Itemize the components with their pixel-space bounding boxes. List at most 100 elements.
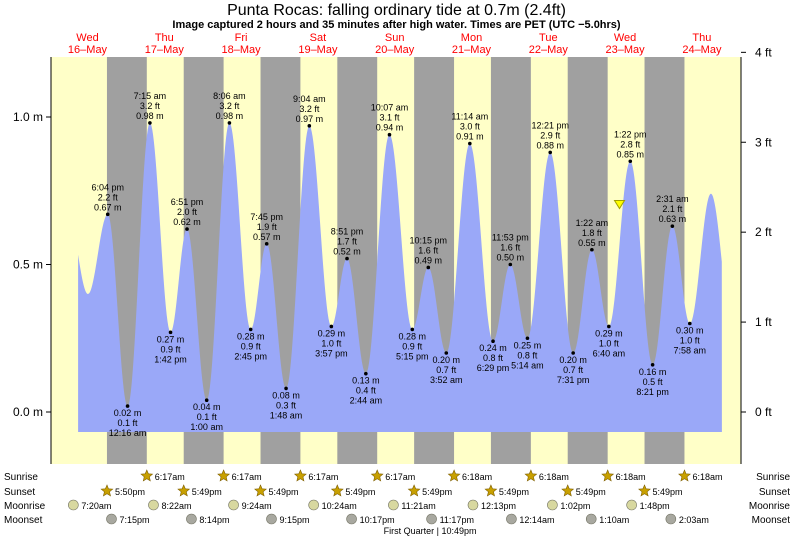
tide-time-label: 3:52 am — [430, 375, 463, 385]
moonset-time-label: 7:15pm — [120, 515, 150, 525]
tide-ft-label: 0.9 ft — [241, 341, 262, 351]
moonset-time-label: 2:03am — [679, 515, 709, 525]
tide-point — [670, 224, 675, 228]
moonrise-time-label: 9:24am — [242, 501, 272, 511]
tide-time-label: 10:15 pm — [410, 235, 448, 245]
day-name-label: Mon — [461, 32, 482, 44]
moonrise-icon — [68, 499, 79, 511]
left-tick-label: 0.5 m — [13, 258, 43, 272]
sunrise-time-label: 6:18am — [616, 472, 646, 482]
tide-ft-label: 0.5 ft — [643, 377, 664, 387]
moonrise-row-label-right: Moonrise — [749, 501, 791, 512]
right-tick-label: 3 ft — [755, 135, 772, 149]
moonset-icon — [585, 513, 597, 525]
sunset-icon — [561, 484, 575, 497]
tide-ft-label: 1.6 ft — [500, 243, 521, 253]
sunrise-time-label: 6:17am — [308, 472, 338, 482]
current-level-marker — [613, 200, 626, 210]
chart-subtitle: Image captured 2 hours and 35 minutes af… — [172, 19, 621, 31]
tide-time-label: 1:22 pm — [614, 129, 647, 139]
day-date-label: 18–May — [222, 44, 262, 56]
tide-ft-label: 3.2 ft — [219, 101, 240, 111]
tide-time-label: 2:44 am — [350, 396, 383, 406]
sunrise-time-label: 6:18am — [692, 472, 722, 482]
left-tick-label: 1.0 m — [13, 110, 43, 124]
tide-point — [185, 227, 189, 231]
sunrise-time-label: 6:17am — [385, 472, 415, 482]
day-date-label: 17–May — [145, 44, 185, 56]
day-name-label: Thu — [692, 32, 711, 44]
tide-ft-label: 1.0 ft — [321, 338, 342, 348]
sunset-time-label: 5:49pm — [576, 487, 606, 497]
tide-point — [628, 159, 633, 164]
tide-m-label: 0.25 m — [514, 340, 542, 350]
sunset-icon — [638, 484, 651, 497]
sunrise-time-label: 6:17am — [232, 472, 262, 482]
tide-time-label: 7:15 am — [134, 91, 167, 101]
moonrise-row-label-left: Moonrise — [4, 501, 46, 512]
tide-point — [105, 212, 110, 217]
tide-time-label: 5:14 am — [511, 360, 544, 370]
right-tick-label: 0 ft — [755, 405, 772, 419]
moonset-icon — [186, 513, 197, 525]
tide-ft-label: 0.9 ft — [402, 341, 423, 351]
sunset-row-label-left: Sunset — [4, 487, 35, 498]
tide-ft-label: 1.8 ft — [582, 228, 603, 238]
sunrise-time-label: 6:18am — [462, 472, 492, 482]
tide-m-label: 0.52 m — [333, 247, 361, 257]
sunrise-icon — [524, 469, 538, 482]
tide-m-label: 0.85 m — [617, 149, 645, 159]
tide-time-label: 1:00 am — [190, 422, 223, 432]
tide-time-label: 10:07 am — [371, 103, 409, 113]
tide-ft-label: 3.1 ft — [379, 113, 400, 123]
sunset-icon — [484, 484, 498, 497]
moonset-time-label: 8:14pm — [199, 515, 229, 525]
tide-point — [491, 339, 495, 344]
moonrise-icon — [148, 499, 159, 511]
tide-time-label: 2:45 pm — [234, 351, 267, 361]
tide-m-label: 0.97 m — [296, 114, 324, 124]
tide-m-label: 0.30 m — [676, 326, 704, 336]
moonrise-icon — [228, 499, 239, 511]
day-name-label: Sun — [385, 32, 405, 44]
sunrise-icon — [447, 469, 461, 482]
tide-point — [204, 398, 209, 403]
day-date-label: 19–May — [298, 44, 338, 56]
tide-ft-label: 0.9 ft — [161, 344, 182, 354]
tide-time-label: 1:42 pm — [154, 354, 187, 364]
day-name-label: Sat — [310, 32, 327, 44]
tide-point — [168, 330, 173, 335]
moonrise-time-label: 1:48pm — [640, 501, 670, 511]
tide-point — [590, 247, 594, 252]
tide-time-label: 11:53 pm — [492, 233, 529, 243]
moonrise-icon — [388, 499, 399, 511]
tide-time-label: 8:06 am — [213, 91, 246, 101]
tide-m-label: 0.08 m — [272, 390, 300, 400]
tide-ft-label: 0.3 ft — [276, 400, 297, 410]
tide-time-label: 2:31 am — [656, 194, 689, 204]
moonset-time-label: 1:10am — [599, 515, 629, 525]
tide-time-label: 3:57 pm — [315, 348, 348, 358]
tide-time-label: 6:40 am — [593, 348, 626, 358]
right-tick-label: 2 ft — [755, 225, 772, 239]
sunset-icon — [100, 484, 114, 497]
day-date-label: 22–May — [529, 44, 569, 56]
moonset-icon — [346, 513, 357, 525]
sunrise-icon — [217, 469, 231, 482]
tide-m-label: 0.63 m — [659, 214, 687, 224]
sunrise-time-label: 6:18am — [539, 472, 569, 482]
tide-m-label: 0.02 m — [114, 408, 142, 418]
tide-ft-label: 3.2 ft — [299, 104, 320, 114]
sunset-time-label: 5:49pm — [422, 487, 452, 497]
sunset-time-label: 5:49pm — [192, 487, 222, 497]
moon-phase-label: First Quarter | 10:49pm — [384, 526, 477, 536]
tide-time-label: 12:21 pm — [531, 120, 569, 130]
tide-m-label: 0.28 m — [399, 331, 427, 341]
sunrise-icon — [140, 469, 154, 482]
tide-m-label: 0.04 m — [193, 402, 221, 412]
tide-time-label: 7:45 pm — [250, 212, 283, 222]
sunset-icon — [407, 484, 421, 497]
moonrise-icon — [467, 499, 479, 511]
tide-time-label: 1:48 am — [270, 410, 303, 420]
